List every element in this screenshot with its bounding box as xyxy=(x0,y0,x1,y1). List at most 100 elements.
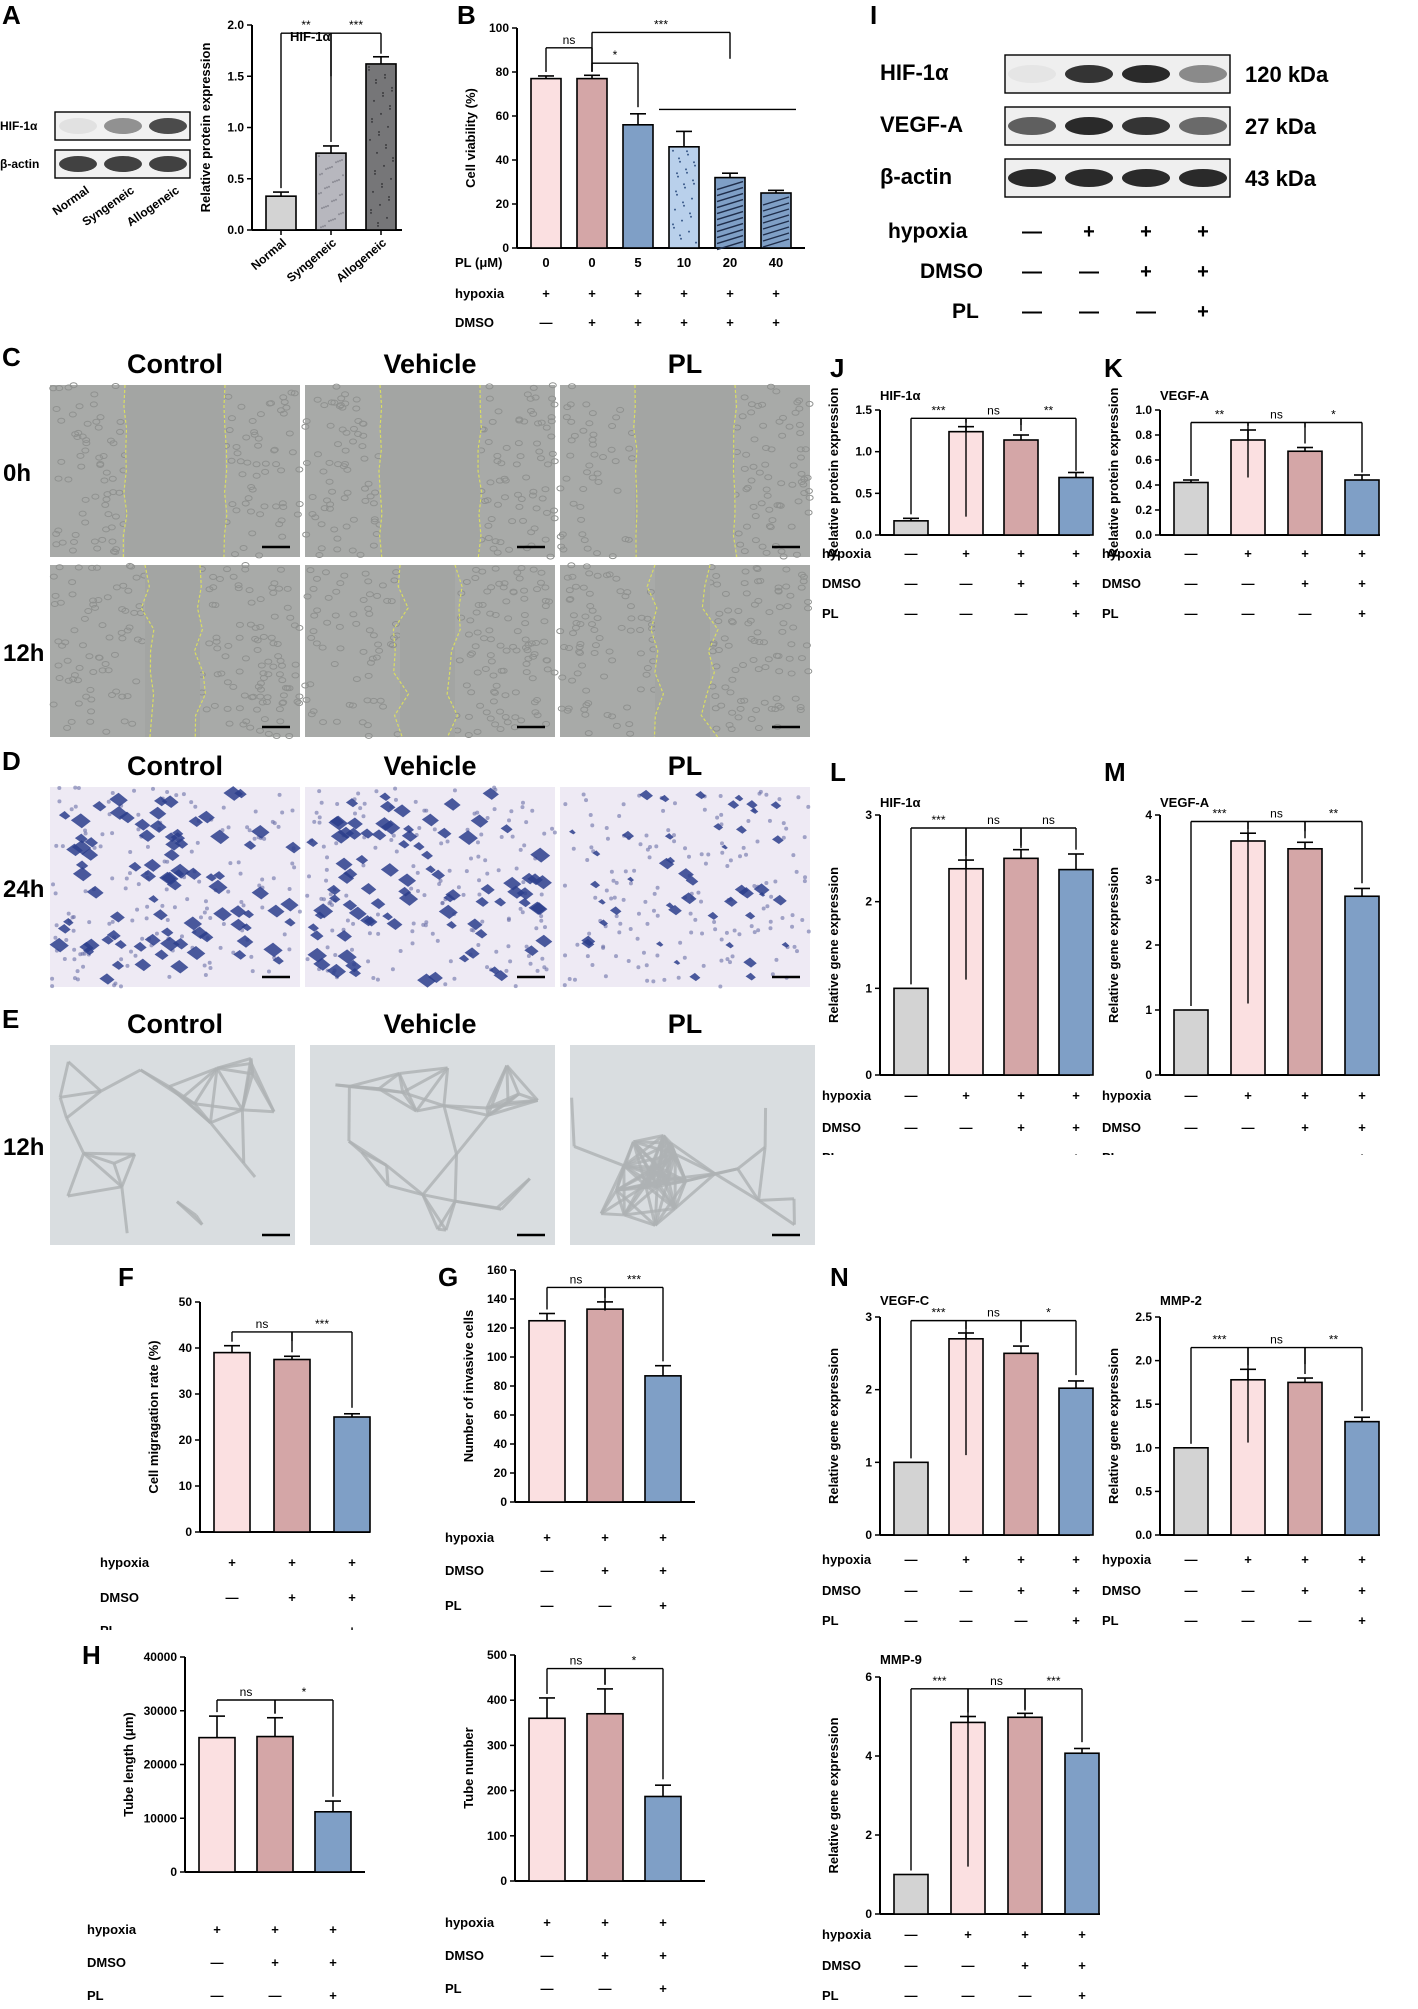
cell xyxy=(772,652,781,659)
y-tick-label: 3 xyxy=(1145,873,1152,887)
cell xyxy=(246,508,255,515)
cell xyxy=(642,671,651,678)
tube-segment xyxy=(240,1109,246,1164)
y-tick-label: 120 xyxy=(487,1321,507,1335)
invaded-cell xyxy=(72,867,92,882)
cell xyxy=(765,523,774,530)
treatment-row-label: PL xyxy=(445,1981,462,1996)
cell xyxy=(383,597,392,604)
cell xyxy=(530,651,539,658)
bar xyxy=(893,987,929,1076)
bar-dot xyxy=(692,179,694,182)
cell xyxy=(542,424,551,431)
pore xyxy=(590,963,595,968)
cell xyxy=(63,657,72,664)
blot-band xyxy=(1179,65,1227,83)
significance-bracket: *** xyxy=(330,18,382,142)
tube-segment xyxy=(209,1108,243,1125)
cell xyxy=(466,617,475,624)
significance-label: ** xyxy=(1329,1333,1339,1347)
cell xyxy=(308,511,317,518)
cell xyxy=(125,624,134,631)
invaded-cell xyxy=(243,840,257,850)
cell xyxy=(793,399,802,406)
treatment-row-label: DMSO xyxy=(100,1590,139,1605)
cell xyxy=(741,568,750,575)
invaded-cell xyxy=(482,787,499,800)
cell xyxy=(217,670,226,677)
invaded-cell xyxy=(109,792,128,807)
pore xyxy=(510,834,515,839)
y-tick-label: 1.0 xyxy=(1135,403,1152,417)
cell xyxy=(796,706,805,713)
bar-group xyxy=(714,172,746,251)
cell xyxy=(133,636,142,643)
cell xyxy=(796,446,805,453)
tube-segment xyxy=(378,1087,403,1094)
cell xyxy=(82,440,91,447)
cell xyxy=(726,689,735,696)
cell xyxy=(309,585,318,592)
cell xyxy=(581,613,590,620)
significance-label: ** xyxy=(1215,408,1225,422)
invaded-cell xyxy=(208,879,228,895)
cell xyxy=(541,486,550,493)
pore xyxy=(236,860,241,865)
bar xyxy=(333,1416,371,1533)
treatment-value: + xyxy=(1358,1150,1366,1155)
cell xyxy=(275,671,284,678)
cell xyxy=(462,578,471,585)
invaded-cell xyxy=(379,792,391,802)
cell xyxy=(740,465,749,472)
cell xyxy=(333,546,342,553)
y-tick-label: 2.0 xyxy=(227,18,244,32)
cell xyxy=(563,404,572,411)
invaded-cell xyxy=(114,940,127,950)
cell xyxy=(508,518,517,525)
pore xyxy=(730,954,735,959)
bar-group xyxy=(213,1344,251,1533)
blot-band xyxy=(104,156,142,172)
pore xyxy=(636,911,641,916)
pore xyxy=(448,959,453,964)
pore xyxy=(806,929,811,934)
invaded-cell xyxy=(695,791,707,800)
bar-dot xyxy=(676,193,678,196)
treatment-value: — xyxy=(960,1583,973,1598)
pore xyxy=(422,893,427,898)
pore xyxy=(432,827,437,832)
cell xyxy=(593,550,602,557)
invaded-cell xyxy=(735,825,747,834)
cell xyxy=(82,437,91,444)
cell xyxy=(98,622,107,629)
pore xyxy=(358,806,363,811)
pore xyxy=(78,952,83,957)
pore xyxy=(552,830,557,835)
blot-band xyxy=(59,156,97,172)
treatment-value: + xyxy=(348,1555,356,1570)
pore xyxy=(791,853,796,858)
micrograph xyxy=(556,383,814,560)
cell xyxy=(724,642,733,649)
bar-dot xyxy=(392,159,394,162)
bar xyxy=(273,1358,311,1533)
cell xyxy=(747,409,756,416)
treatment-value: — xyxy=(1185,576,1198,591)
treatment-value: — xyxy=(962,1958,975,1973)
significance-bracket: ns xyxy=(1247,408,1306,428)
invaded-cell xyxy=(398,891,419,906)
cell xyxy=(493,549,502,556)
cell xyxy=(256,511,265,518)
treatment-value: — xyxy=(599,1981,612,1996)
pore xyxy=(185,897,190,902)
pore xyxy=(542,925,547,930)
pore xyxy=(54,923,59,928)
bar-dot xyxy=(368,68,370,71)
scratch-gap xyxy=(655,565,710,737)
pore xyxy=(203,972,208,977)
cell xyxy=(754,725,763,732)
cell xyxy=(562,414,571,421)
pore xyxy=(317,789,322,794)
scratch-edge xyxy=(633,384,638,558)
